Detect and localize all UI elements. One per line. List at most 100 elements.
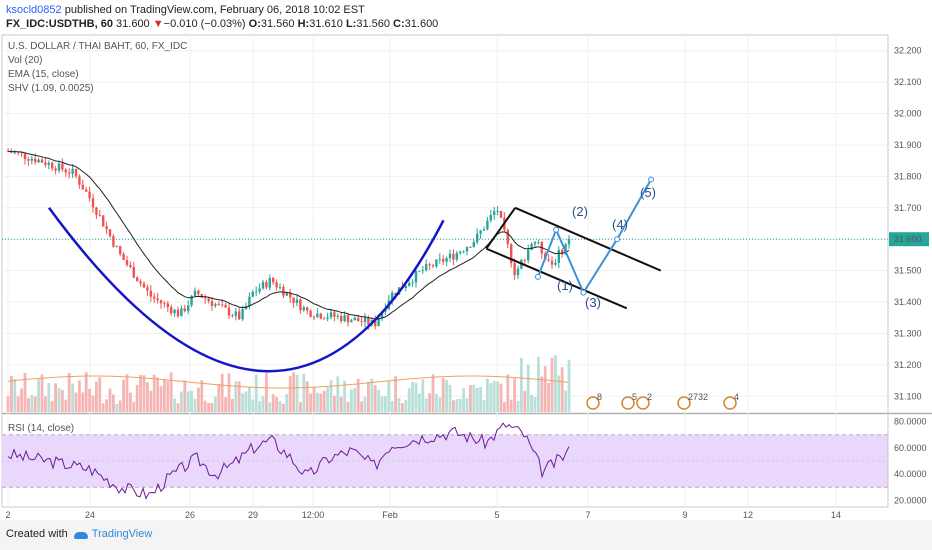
- rsi-tick-label: 80.0000: [894, 417, 927, 427]
- candle-body: [108, 229, 112, 237]
- candle-body: [506, 230, 509, 245]
- event-markers[interactable]: 8 5 2 2732 4: [586, 392, 739, 410]
- volume-bar: [176, 403, 180, 412]
- volume-bar: [47, 383, 51, 412]
- channel-upper-line: [514, 206, 662, 272]
- tradingview-link[interactable]: TradingView: [73, 528, 152, 540]
- last-price-badge: [889, 232, 929, 247]
- volume-bar: [173, 398, 176, 412]
- volume-bar: [190, 390, 193, 412]
- high-value: 31.610: [309, 18, 343, 30]
- volume-bar: [183, 380, 187, 412]
- candle-body: [533, 242, 537, 245]
- created-with-label: Created with: [6, 528, 68, 540]
- candle-body: [221, 304, 224, 306]
- volume-bar: [333, 395, 336, 412]
- volume-bar: [241, 393, 244, 412]
- candle-body: [428, 264, 431, 266]
- volume-bar: [258, 401, 261, 412]
- volume-bar: [329, 380, 333, 412]
- publish-info: ksocld0852 published on TradingView.com,…: [6, 4, 365, 16]
- volume-bar: [309, 393, 312, 412]
- candle-body: [163, 303, 166, 305]
- volume-bar: [71, 383, 74, 412]
- volume-bar: [254, 374, 258, 412]
- candle-body: [180, 308, 183, 317]
- symbol-label: FX_IDC:USDTHB, 60: [6, 18, 113, 30]
- candle-body: [102, 215, 105, 227]
- candle-body: [499, 210, 503, 218]
- volume-bar: [248, 387, 251, 412]
- candle-body: [482, 229, 486, 231]
- y-tick-label: 32.000: [894, 109, 922, 119]
- wave-point: [553, 226, 560, 233]
- volume-bar: [458, 398, 462, 412]
- candle-body: [95, 207, 98, 215]
- candle-body: [459, 251, 462, 254]
- candle-body: [357, 317, 360, 322]
- candle-body: [295, 299, 299, 303]
- candle-body: [40, 159, 44, 163]
- candle-body: [159, 300, 163, 304]
- candle-body: [207, 298, 210, 302]
- tradingview-logo-icon: [73, 530, 88, 539]
- candle-body: [119, 246, 122, 255]
- volume-bar: [492, 380, 496, 412]
- volume-bar: [452, 400, 455, 412]
- volume-bar: [203, 400, 207, 412]
- candle-body: [404, 285, 407, 288]
- chart-area[interactable]: (1)(2)(3)(4)(5) 8 5 2 2732 4 31.10031.20031.…: [0, 0, 932, 520]
- candle-body: [530, 244, 533, 250]
- candle-body: [486, 220, 489, 230]
- candle-body: [455, 253, 458, 260]
- y-tick-label: 31.100: [894, 391, 922, 401]
- volume-bar: [336, 376, 340, 412]
- candle-body: [217, 304, 220, 305]
- volume-bar: [540, 376, 544, 412]
- candle-body: [47, 162, 50, 165]
- volume-bar: [54, 383, 57, 412]
- candle-body: [547, 259, 550, 261]
- candle-body: [234, 311, 237, 316]
- volume-bar: [503, 402, 506, 412]
- candle-body: [173, 309, 176, 314]
- volume-bar: [234, 381, 238, 412]
- volume-bar: [533, 397, 537, 412]
- volume-bar: [441, 377, 445, 412]
- volume-bar: [350, 389, 353, 412]
- event-count: 2732: [688, 392, 708, 402]
- volume-bar: [193, 398, 197, 412]
- volume-bar: [163, 378, 166, 412]
- candle-body: [513, 263, 516, 276]
- event-count: 4: [734, 392, 739, 402]
- volume-bar: [482, 400, 486, 412]
- volume-bar: [390, 400, 394, 412]
- volume-bar: [435, 393, 438, 412]
- candle-body: [554, 262, 557, 265]
- x-tick-label: 2: [5, 510, 10, 520]
- volume-bar: [516, 400, 520, 412]
- author-link[interactable]: ksocld0852: [6, 4, 62, 16]
- volume-bar: [288, 376, 292, 412]
- y-tick-label: 32.100: [894, 77, 922, 87]
- volume-bar: [6, 396, 10, 412]
- drawings[interactable]: (1) (2) (3) (4) (5): [47, 176, 662, 373]
- candle-body: [112, 236, 115, 247]
- down-arrow-icon: ▼: [152, 18, 164, 30]
- event-flag-icon: [586, 396, 600, 410]
- volume-bar: [465, 398, 469, 412]
- volume-bar: [251, 399, 255, 412]
- candle-body: [448, 253, 452, 259]
- candle-body: [431, 265, 435, 267]
- candle-body: [54, 168, 57, 171]
- candle-body: [115, 246, 118, 247]
- candle-body: [20, 152, 23, 154]
- publish-text: published on TradingView.com, February 0…: [64, 4, 365, 16]
- candle-body: [391, 292, 394, 301]
- candle-body: [452, 253, 455, 260]
- volume-bar: [469, 385, 472, 412]
- volume-bar: [305, 381, 309, 412]
- candle-body: [142, 283, 146, 288]
- candle-body: [13, 152, 16, 154]
- candle-body: [438, 258, 441, 260]
